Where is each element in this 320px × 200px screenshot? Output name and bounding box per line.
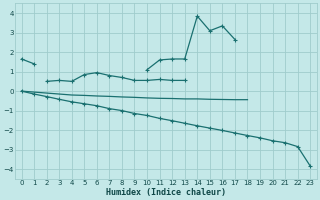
X-axis label: Humidex (Indice chaleur): Humidex (Indice chaleur) [106,188,226,197]
